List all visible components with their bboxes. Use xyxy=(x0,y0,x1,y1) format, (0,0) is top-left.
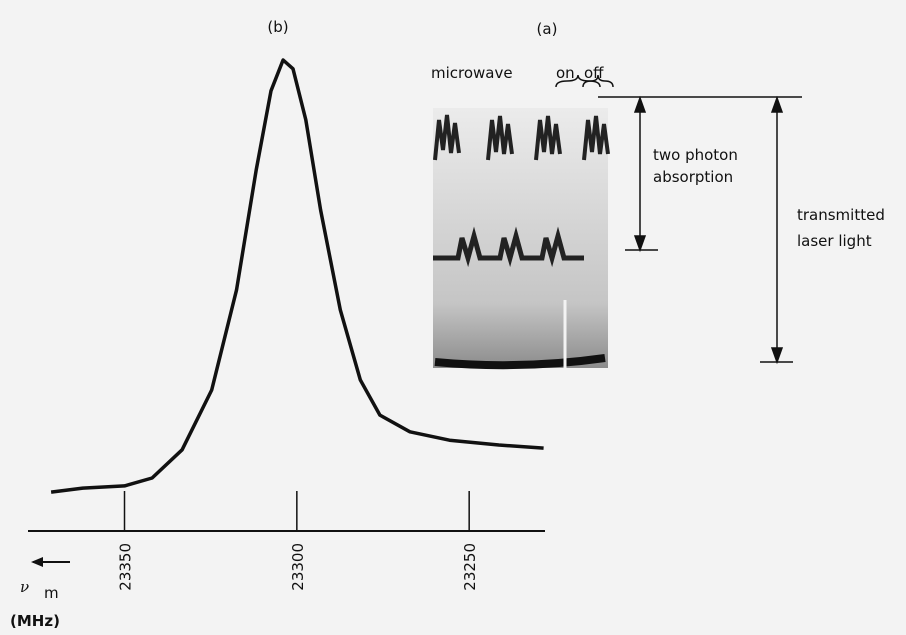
annotation: on xyxy=(556,64,575,82)
x-tick-label: 23350 xyxy=(117,543,135,591)
line xyxy=(50,58,544,494)
annotation: off xyxy=(584,64,604,82)
dimension-arrows xyxy=(555,74,802,365)
x-label-unit: (MHz) xyxy=(10,612,60,630)
annotation: microwave xyxy=(431,64,513,82)
x-tick-label: 23300 xyxy=(289,543,307,591)
x-label-symbol: ν xyxy=(20,578,29,596)
annotation: absorption xyxy=(653,168,733,186)
panel-label: (b) xyxy=(267,18,288,36)
annotation: two photon xyxy=(653,146,738,164)
annotation: transmitted xyxy=(797,206,885,224)
x-tick-label: 23250 xyxy=(461,543,479,591)
panel-label: (a) xyxy=(537,20,558,38)
x-axis-label: ν m (MHz) xyxy=(10,557,70,630)
scope-image xyxy=(433,108,610,370)
annotation: laser light xyxy=(797,232,872,250)
x-label-subscript: m xyxy=(44,584,59,602)
